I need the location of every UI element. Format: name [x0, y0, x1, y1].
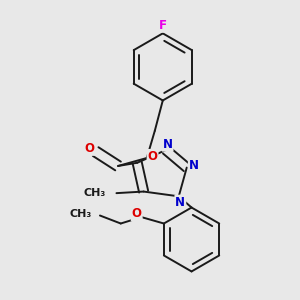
- Text: CH₃: CH₃: [83, 188, 105, 198]
- Text: F: F: [159, 19, 167, 32]
- Text: CH₃: CH₃: [70, 209, 92, 219]
- Text: N: N: [163, 138, 172, 151]
- Text: O: O: [148, 150, 158, 163]
- Text: O: O: [84, 142, 94, 155]
- Text: N: N: [176, 196, 185, 208]
- Text: O: O: [132, 207, 142, 220]
- Text: N: N: [189, 160, 199, 172]
